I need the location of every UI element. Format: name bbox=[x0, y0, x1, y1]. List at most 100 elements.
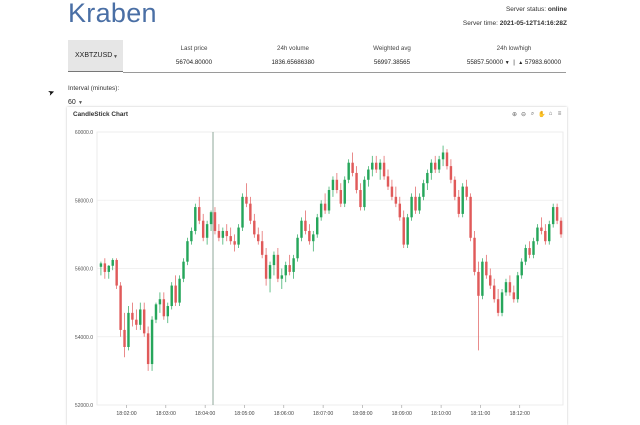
magnifier-icon[interactable]: ⌕ bbox=[530, 111, 535, 117]
stat-low-high: 24h low/high 55857.50000 ▼ | ▲ 57983.600… bbox=[466, 45, 562, 66]
candle-up bbox=[500, 292, 504, 313]
candle-down bbox=[496, 299, 500, 313]
candle-up bbox=[280, 275, 284, 279]
candle-up bbox=[378, 162, 382, 170]
candle-down bbox=[445, 152, 449, 167]
candle-up bbox=[292, 258, 295, 272]
candle-up bbox=[343, 179, 346, 204]
candle-down bbox=[323, 203, 327, 211]
candle-up bbox=[127, 312, 130, 347]
stat-high-value: 57983.60000 bbox=[524, 59, 562, 66]
candlestick-chart[interactable]: 52000.0 54000.0 56000.0 58000.0 60000.0 18:02… bbox=[67, 107, 567, 425]
candle-up bbox=[516, 275, 519, 300]
candle-down bbox=[359, 190, 362, 208]
candle-up bbox=[221, 230, 225, 238]
candle-down bbox=[398, 203, 402, 218]
x-tick-label: 18:06:00 bbox=[274, 411, 294, 417]
stat-volume: 24h volume 1836.65686380 bbox=[262, 45, 324, 66]
candle-down bbox=[449, 166, 453, 180]
candle-up bbox=[347, 162, 350, 180]
candle-down bbox=[260, 241, 264, 255]
chart-card: CandleStick Chart ⊕ ⊖ ⌕ ✋ ⌂ ≡ 52000.0 540… bbox=[67, 107, 567, 425]
up-arrow-icon: ▲ bbox=[518, 60, 524, 66]
candle-up bbox=[363, 179, 366, 208]
candle-up bbox=[331, 179, 335, 191]
candle-up bbox=[327, 190, 331, 211]
candle-up bbox=[548, 224, 551, 242]
stat-low-high-values: 55857.50000 ▼ | ▲ 57983.60000 bbox=[466, 59, 562, 66]
candle-up bbox=[422, 183, 425, 197]
candle-down bbox=[142, 309, 146, 334]
candle-up bbox=[139, 309, 142, 325]
x-tick-label: 18:11:00 bbox=[471, 411, 491, 417]
candle-up bbox=[410, 196, 413, 218]
stat-low-high-label: 24h low/high bbox=[496, 45, 532, 52]
candle-up bbox=[300, 220, 303, 238]
candle-up bbox=[319, 203, 323, 218]
candle-up bbox=[154, 304, 158, 320]
candle-down bbox=[382, 162, 386, 177]
candle-up bbox=[194, 207, 197, 231]
candle-up bbox=[111, 259, 114, 266]
x-tick-label: 18:02:00 bbox=[116, 411, 136, 417]
candle-down bbox=[355, 172, 358, 191]
candle-down bbox=[386, 176, 390, 187]
pair-select-value: XXBTZUSD bbox=[75, 52, 113, 59]
server-time-label: Server time: bbox=[462, 20, 498, 27]
candle-down bbox=[135, 319, 138, 325]
candle-up bbox=[284, 265, 287, 276]
candle-down bbox=[131, 312, 134, 320]
candle-down bbox=[402, 217, 405, 245]
zoom-in-icon[interactable]: ⊕ bbox=[511, 112, 518, 118]
candle-up bbox=[418, 196, 421, 211]
candle-down bbox=[103, 263, 107, 272]
down-arrow-icon: ▼ bbox=[504, 60, 510, 66]
app-title: Kraben bbox=[68, 0, 157, 28]
pair-select[interactable]: XXBTZUSD ▼ bbox=[68, 40, 123, 72]
y-tick-label: 54000.0 bbox=[75, 335, 93, 341]
candle-down bbox=[201, 220, 205, 238]
stat-last-price-label: Last price bbox=[180, 45, 208, 52]
candle-up bbox=[107, 265, 111, 272]
candle-down bbox=[492, 285, 496, 300]
candle-up bbox=[209, 212, 213, 225]
candle-up bbox=[461, 186, 464, 214]
candle-down bbox=[457, 196, 461, 214]
candle-down bbox=[559, 220, 563, 235]
stat-volume-label: 24h volume bbox=[277, 45, 309, 52]
candle-up bbox=[150, 319, 154, 365]
zoom-out-icon[interactable]: ⊖ bbox=[520, 112, 527, 118]
candle-down bbox=[465, 186, 468, 197]
candle-up bbox=[524, 248, 527, 262]
candle-up bbox=[312, 234, 315, 242]
home-icon[interactable]: ⌂ bbox=[548, 111, 553, 117]
menu-icon[interactable]: ≡ bbox=[557, 111, 562, 117]
candle-down bbox=[225, 230, 228, 237]
candle-down bbox=[162, 299, 166, 317]
server-status: Server status: online bbox=[506, 6, 567, 13]
candle-up bbox=[371, 162, 374, 170]
y-tick-label: 60000.0 bbox=[75, 130, 93, 136]
candle-down bbox=[257, 234, 260, 242]
chart-title: CandleStick Chart bbox=[73, 111, 129, 118]
candle-down bbox=[414, 196, 417, 211]
pan-hand-icon[interactable]: ✋ bbox=[538, 112, 546, 118]
candle-down bbox=[473, 237, 476, 272]
stat-last-price-value: 56704.80000 bbox=[175, 59, 213, 66]
candle-up bbox=[532, 241, 535, 255]
candle-down bbox=[351, 162, 354, 173]
x-tick-label: 18:03:00 bbox=[156, 411, 176, 417]
candle-up bbox=[504, 282, 508, 293]
candle-down bbox=[374, 162, 378, 170]
candle-down bbox=[217, 230, 221, 238]
y-tick-label: 52000.0 bbox=[75, 403, 93, 409]
chevron-down-icon: ▼ bbox=[78, 100, 83, 106]
candle-down bbox=[123, 329, 126, 347]
candle-up bbox=[367, 169, 370, 180]
candle-down bbox=[119, 285, 122, 330]
candle-down bbox=[264, 254, 268, 279]
candle-up bbox=[296, 237, 299, 259]
stat-low-value: 55857.50000 bbox=[466, 59, 504, 66]
mouse-cursor-icon: ➤ bbox=[46, 87, 57, 98]
candle-down bbox=[453, 179, 457, 197]
